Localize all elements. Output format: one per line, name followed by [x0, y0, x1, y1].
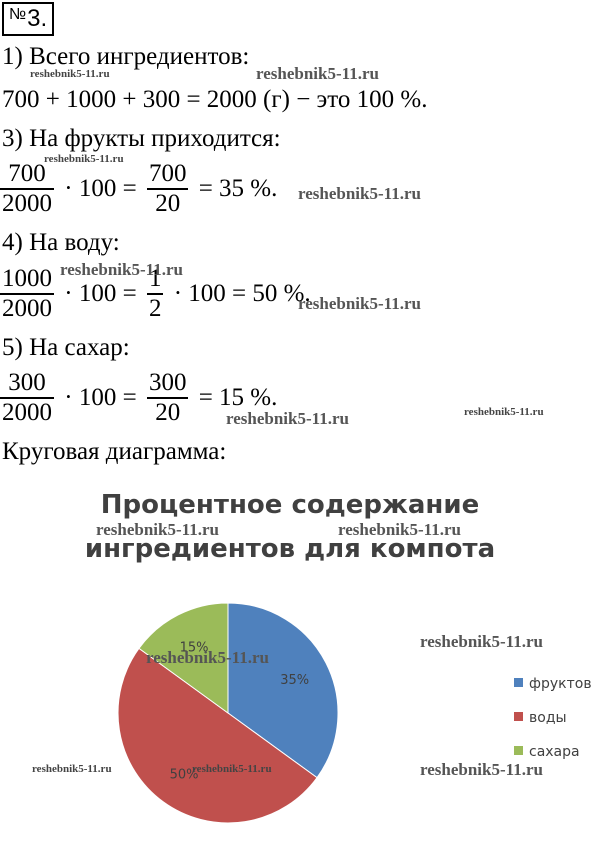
chart-caption: Круговая диаграмма: [2, 438, 227, 465]
chart-title-line2: ингредиентов для компота [84, 534, 496, 564]
watermark: reshebnik5-11.ru [298, 294, 421, 313]
chart-title-line1: Процентное содержание [100, 490, 480, 520]
watermark: reshebnik5-11.ru [338, 520, 461, 539]
numerator: 1 [148, 265, 162, 292]
denominator: 2 [146, 293, 164, 322]
legend-swatch [514, 746, 523, 755]
number-sign: № [9, 6, 27, 23]
step3-equation: 700 2000 · 100 = 700 20 = 35 %. [0, 160, 281, 218]
fraction: 700 20 [146, 160, 189, 218]
step4-title: 4) На воду: [2, 229, 120, 256]
pie-data-label: 35% [280, 673, 309, 688]
legend-item-water: воды [514, 710, 592, 744]
pie-slice-sugar [138, 602, 229, 714]
pie-slice-fruits [227, 602, 339, 779]
legend-label: фруктов [529, 676, 592, 692]
watermark: reshebnik5-11.ru [44, 153, 124, 165]
watermark: reshebnik5-11.ru [226, 409, 349, 428]
legend: фруктов воды сахара [514, 676, 592, 778]
numerator: 300 [148, 369, 187, 396]
denominator: 2000 [0, 397, 54, 426]
watermark: reshebnik5-11.ru [420, 760, 543, 779]
watermark: reshebnik5-11.ru [96, 520, 219, 539]
result: = 15 %. [198, 384, 278, 411]
step1-title: 1) Всего ингредиентов: [2, 43, 250, 70]
operator: · 100 = [64, 384, 137, 411]
numerator: 700 [148, 160, 187, 187]
result: · 100 = 50 %. [173, 280, 311, 307]
legend-swatch [514, 678, 523, 687]
denominator: 20 [146, 188, 189, 218]
pie-chart: 35% 50% 15% [117, 602, 339, 824]
step3-title: 3) На фрукты приходится: [2, 125, 281, 152]
problem-number-badge: №3. [2, 2, 55, 36]
numerator: 300 [8, 369, 46, 396]
watermark: reshebnik5-11.ru [32, 763, 112, 775]
step1-expression: 700 + 1000 + 300 = 2000 (г) − это 100 %. [2, 86, 428, 113]
operator: · 100 = [64, 175, 137, 202]
legend-item-fruits: фруктов [514, 676, 592, 710]
watermark: reshebnik5-11.ru [60, 260, 183, 279]
legend-label: воды [529, 710, 567, 726]
numerator: 700 [8, 160, 46, 187]
step5-equation: 300 2000 · 100 = 300 20 = 15 %. [0, 369, 281, 427]
watermark: reshebnik5-11.ru [298, 184, 421, 203]
legend-item-sugar: сахара [514, 744, 592, 778]
operator: · 100 = [64, 280, 137, 307]
watermark: reshebnik5-11.ru [464, 406, 544, 418]
fraction: 300 20 [146, 369, 189, 427]
pie-data-label: 15% [180, 640, 209, 655]
watermark: reshebnik5-11.ru [192, 763, 272, 775]
result: = 35 %. [198, 175, 278, 202]
watermark: reshebnik5-11.ru [146, 648, 269, 667]
fraction: 300 2000 [0, 369, 54, 427]
numerator: 1000 [2, 265, 52, 292]
legend-label: сахара [529, 744, 580, 760]
watermark: reshebnik5-11.ru [30, 68, 110, 80]
denominator: 2000 [0, 188, 54, 217]
denominator: 20 [146, 397, 189, 427]
watermark: reshebnik5-11.ru [420, 632, 543, 651]
watermark: reshebnik5-11.ru [256, 64, 379, 83]
legend-swatch [514, 712, 523, 721]
fraction: 700 2000 [0, 160, 54, 218]
denominator: 2000 [0, 293, 54, 322]
fraction: 1000 2000 [0, 265, 54, 323]
step5-title: 5) На сахар: [2, 334, 130, 361]
pie-data-label: 50% [170, 768, 199, 783]
problem-number: 3. [27, 5, 48, 32]
pie-slice-water [117, 647, 318, 824]
